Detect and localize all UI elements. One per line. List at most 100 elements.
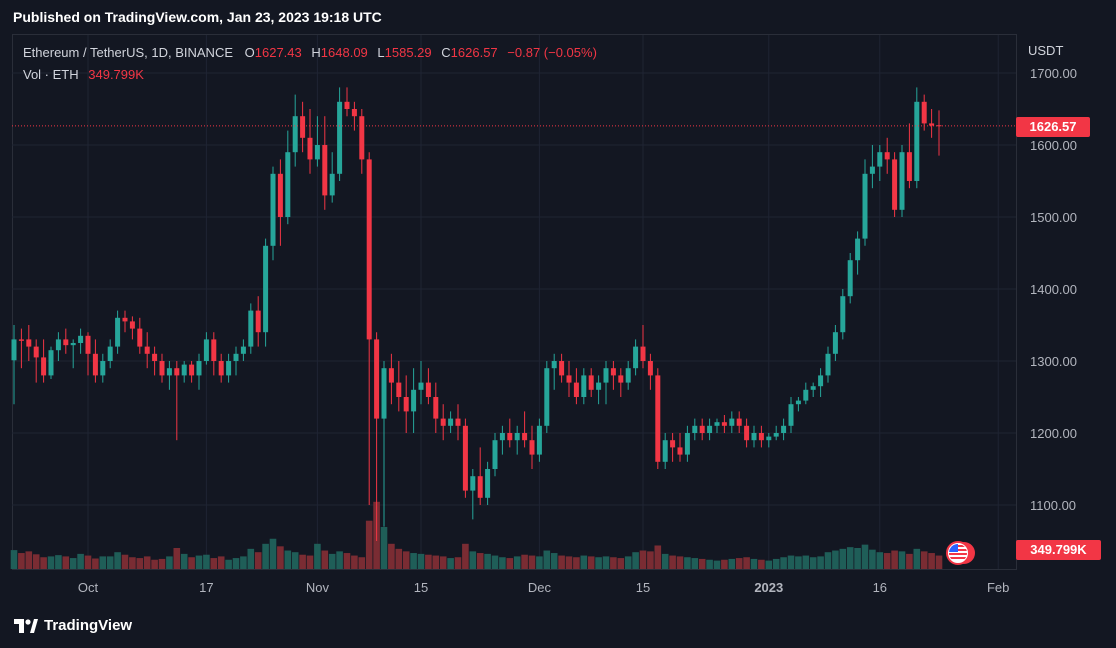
volume-bar [365,520,373,569]
volume-bar [151,559,158,569]
volume-bar [10,550,18,569]
candle-body [85,335,91,354]
volume-bar [432,555,440,569]
volume-bar [447,558,454,569]
volume-bar [632,552,639,569]
candle-body [159,361,165,376]
candle-body [766,436,772,441]
candle-body [344,101,350,109]
candle-body [374,339,380,419]
volume-bar [624,556,632,569]
volume-bar [158,558,166,569]
volume-bar [639,550,647,569]
candle-body [618,375,624,383]
volume-bar [484,553,491,569]
candle-body [655,375,661,462]
us-flag-icon[interactable] [944,540,980,566]
candle-body [174,368,180,376]
candle-body [100,361,106,376]
candle-body [63,339,69,346]
volume-bar [499,557,506,569]
time-axis-tick: 15 [636,580,650,595]
candle-body [744,425,750,441]
candle-body [536,425,542,455]
time-axis-tick: 2023 [754,580,783,595]
volume-bar [721,559,728,569]
candle-body [492,440,498,469]
candle-body [906,152,912,181]
volume-bar [558,555,565,569]
volume-bar [439,556,447,569]
candle-body [233,353,239,361]
last-volume-tag: 349.799K [1016,540,1101,560]
candle-body [455,418,461,426]
tradingview-logo[interactable]: TradingView [14,617,132,634]
candle-body [803,389,809,401]
candle-body [337,101,343,174]
volume-bar [358,557,366,569]
candle-body [544,368,550,426]
volume-label[interactable]: Vol · ETH [23,67,79,82]
time-axis-tick: 15 [414,580,428,595]
candle-body [832,332,838,354]
candle-body [55,339,61,351]
candle-body [684,433,690,455]
candle-body [322,145,328,196]
price-axis-tick: 1200.00 [1030,426,1077,441]
volume-bar [550,553,558,569]
volume-bar [506,558,514,569]
chart-frame[interactable] [12,34,1017,570]
high-label: H [311,45,321,60]
volume-bar [654,545,662,569]
candle-body [78,335,84,343]
candle-body [70,343,76,346]
symbol-label[interactable]: Ethereum / TetherUS, 1D, BINANCE [23,45,234,60]
volume-bar [47,556,55,569]
candle-body [818,375,824,387]
candle-body [773,433,779,437]
candle-body [810,386,816,390]
volume-bar [195,555,203,569]
candle-body [603,368,609,383]
volume-bar [92,558,99,569]
volume-bar [602,556,610,569]
volume-bar [18,553,25,569]
volume-bar [321,550,329,569]
candle-body [425,382,431,397]
price-axis-tick: 1600.00 [1030,138,1077,153]
candle-body [573,382,579,397]
candle-body [825,353,831,376]
candle-body [122,317,128,322]
volume-bar [587,556,595,569]
volume-bar [735,558,743,569]
volume-bar [225,559,232,569]
last-price-tag: 1626.57 [1016,117,1090,137]
volume-bar [210,558,218,569]
candle-body [640,346,646,361]
candle-body [92,353,98,376]
candle-body [596,382,602,390]
volume-bar [669,555,676,569]
volume-bar [291,552,299,569]
candle-body [270,173,276,246]
volume-bar [425,554,432,569]
candle-body [181,364,187,376]
volume-bar [595,557,602,569]
candle-body [588,375,594,390]
candle-body [647,361,653,376]
volume-bar [802,555,810,569]
volume-bar [565,556,573,569]
volume-bar [388,543,395,569]
candle-body [144,346,150,354]
candle-body [929,123,935,126]
volume-bar [713,560,721,569]
volume-bar [410,553,417,569]
volume-bar [617,558,625,569]
low-value: 1585.29 [384,45,432,60]
published-banner: Published on TradingView.com, Jan 23, 20… [13,9,382,25]
volume-bar [513,556,521,569]
candle-body [462,425,468,491]
candle-body [33,346,39,358]
volume-bar [40,557,47,569]
